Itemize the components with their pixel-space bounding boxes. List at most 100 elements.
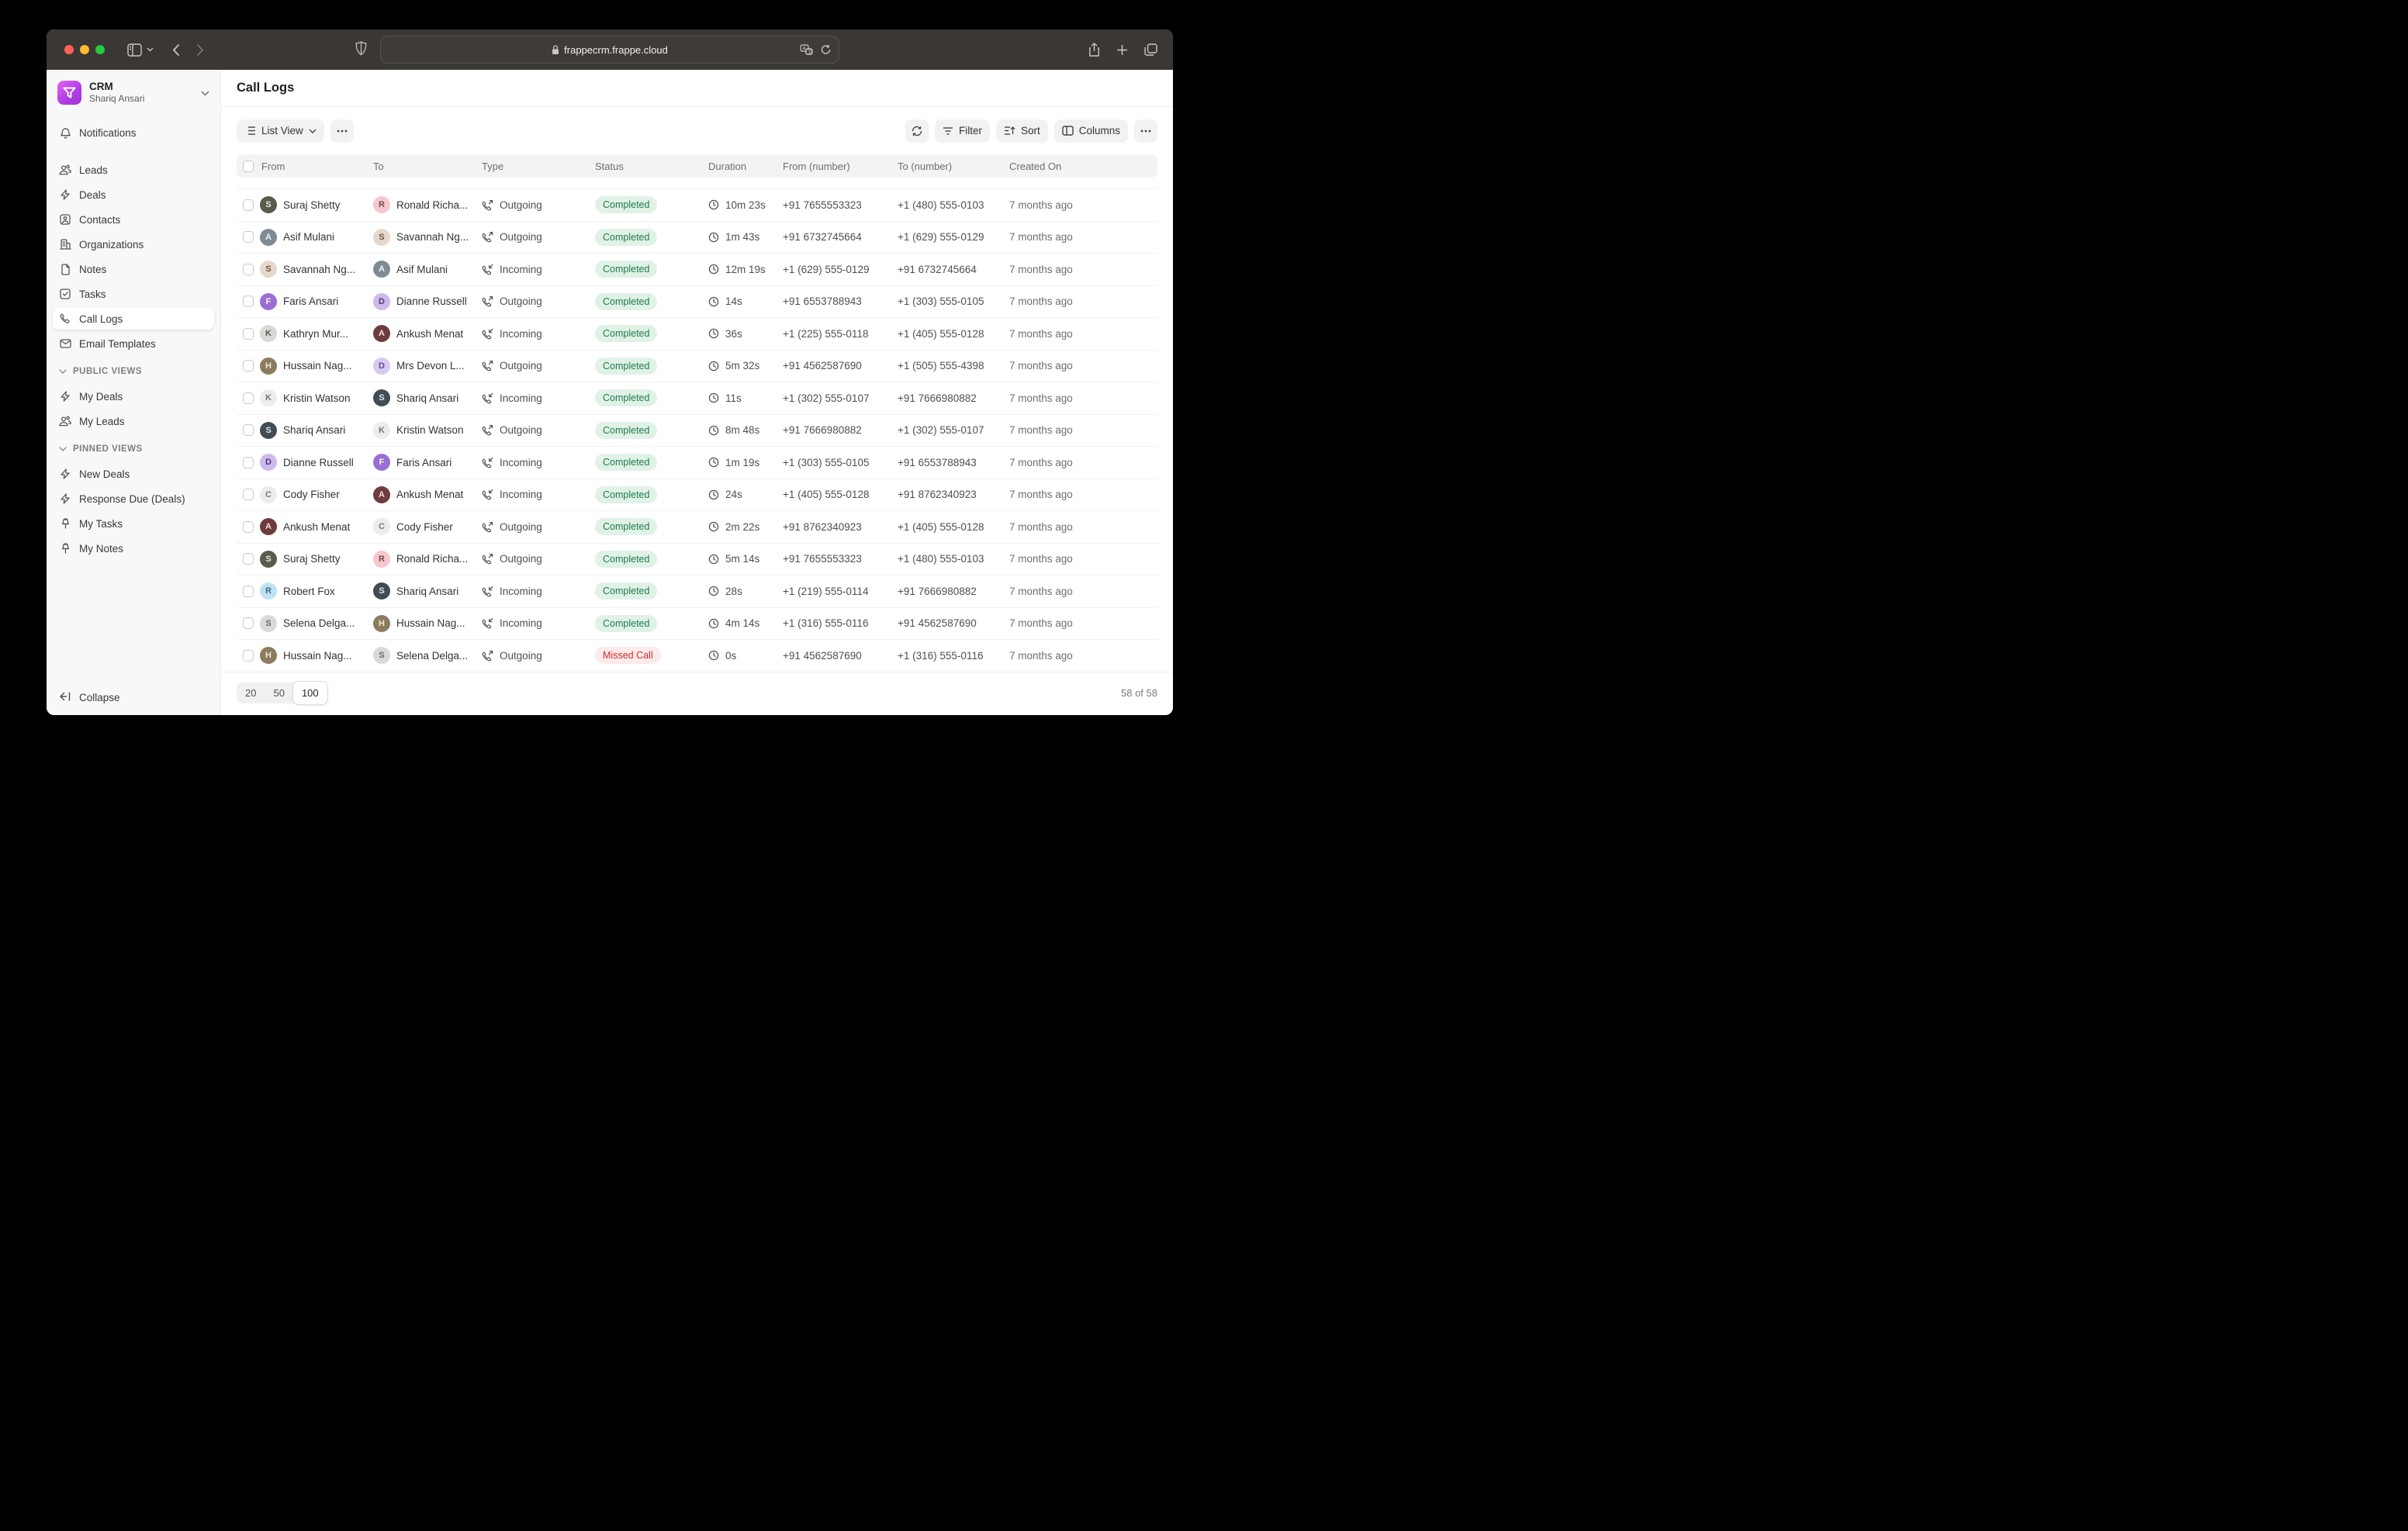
table-row[interactable]: S Shariq Ansari K Kristin Watson Outgoin…: [237, 415, 1157, 447]
reload-icon[interactable]: [821, 44, 831, 55]
tab-overview-icon[interactable]: [1144, 43, 1157, 56]
sidebar-item-response-due-deals-[interactable]: Response Due (Deals): [53, 488, 214, 510]
sort-button[interactable]: Sort: [995, 119, 1048, 143]
row-checkbox[interactable]: [243, 392, 254, 404]
table-row[interactable]: K Kristin Watson S Shariq Ansari Incomin…: [237, 382, 1157, 415]
to-number: +1 (629) 555-0129: [898, 231, 984, 244]
workspace-user-name: Shariq Ansari: [89, 93, 145, 104]
sidebar-item-email-templates[interactable]: Email Templates: [53, 333, 214, 354]
sidebar-toggle-icon[interactable]: [127, 43, 142, 57]
row-checkbox[interactable]: [243, 360, 254, 372]
table-row[interactable]: H Hussain Nag... S Selena Delga... Outgo…: [237, 640, 1157, 672]
record-count: 58 of 58: [1121, 687, 1157, 699]
sidebar-item-my-leads[interactable]: My Leads: [53, 410, 214, 432]
to-cell: R Ronald Richa...: [373, 550, 482, 568]
avatar: S: [373, 647, 390, 665]
row-checkbox[interactable]: [243, 585, 254, 597]
share-icon[interactable]: [1088, 43, 1100, 57]
filter-label: Filter: [958, 125, 982, 137]
sidebar-item-notifications[interactable]: Notifications: [53, 122, 214, 143]
columns-icon: [1062, 126, 1074, 136]
to-name: Ronald Richa...: [396, 199, 469, 211]
column-header-duration: Duration: [708, 160, 747, 172]
table-row[interactable]: D Dianne Russell F Faris Ansari Incoming…: [237, 447, 1157, 479]
to-name: Ankush Menat: [396, 489, 464, 501]
page-size-100[interactable]: 100: [292, 681, 328, 705]
sidebar-item-new-deals[interactable]: New Deals: [53, 463, 214, 485]
sidebar-collapse-button[interactable]: Collapse: [59, 691, 120, 704]
sidebar-item-my-tasks[interactable]: My Tasks: [53, 513, 214, 534]
select-all-checkbox[interactable]: [243, 160, 254, 172]
workspace-switcher[interactable]: CRM Shariq Ansari: [53, 78, 214, 105]
from-cell: K Kathryn Mur...: [260, 325, 373, 343]
view-more-button[interactable]: [330, 119, 354, 143]
zap-icon: [59, 391, 71, 402]
toolbar-more-button[interactable]: [1134, 119, 1157, 143]
row-checkbox[interactable]: [243, 617, 254, 630]
refresh-button[interactable]: [905, 119, 929, 143]
table-row[interactable]: R Robert Fox S Shariq Ansari Incoming Co…: [237, 575, 1157, 608]
table-row[interactable]: H Hussain Nag... D Mrs Devon L... Outgoi…: [237, 351, 1157, 382]
avatar: A: [373, 486, 390, 503]
from-number: +91 4562587690: [783, 649, 862, 662]
sidebar-chevron-down-icon[interactable]: [147, 47, 154, 52]
row-checkbox[interactable]: [243, 263, 254, 275]
minimize-window-button[interactable]: [80, 45, 89, 54]
from-name: Suraj Shetty: [283, 553, 341, 565]
row-checkbox[interactable]: [243, 199, 254, 211]
section-header-public-views[interactable]: PUBLIC VIEWS: [53, 362, 214, 381]
row-checkbox[interactable]: [243, 456, 254, 468]
columns-button[interactable]: Columns: [1054, 119, 1128, 143]
row-checkbox[interactable]: [243, 520, 254, 533]
table-row[interactable]: A Ankush Menat C Cody Fisher Outgoing Co…: [237, 511, 1157, 544]
sidebar-item-my-deals[interactable]: My Deals: [53, 385, 214, 407]
table-row[interactable]: S Selena Delga... H Hussain Nag... Incom…: [237, 608, 1157, 640]
duration-cell: 11s: [708, 392, 783, 404]
row-checkbox[interactable]: [243, 231, 254, 244]
table-row[interactable]: S Suraj Shetty R Ronald Richa... Outgoin…: [237, 544, 1157, 575]
table-row[interactable]: A Asif Mulani S Savannah Ng... Outgoing …: [237, 222, 1157, 254]
to-name: Savannah Ng...: [396, 231, 469, 244]
table-row[interactable]: S Savannah Ng... A Asif Mulani Incoming …: [237, 254, 1157, 286]
table-row[interactable]: S Suraj Shetty R Ronald Richa... Outgoin…: [237, 189, 1157, 222]
sidebar-item-notes[interactable]: Notes: [53, 258, 214, 280]
forward-button[interactable]: [196, 43, 204, 57]
table-row[interactable]: C Cody Fisher A Ankush Menat Incoming Co…: [237, 479, 1157, 511]
sidebar-item-label: Call Logs: [79, 313, 123, 325]
to-name: Dianne Russell: [396, 295, 467, 308]
sidebar-item-call-logs[interactable]: Call Logs: [53, 308, 214, 330]
zoom-window-button[interactable]: [95, 45, 105, 54]
clock-icon: [708, 457, 719, 468]
chevron-down-icon: [59, 367, 67, 376]
filter-button[interactable]: Filter: [934, 119, 990, 143]
page-size-20[interactable]: 20: [237, 683, 265, 703]
sidebar-item-contacts[interactable]: Contacts: [53, 209, 214, 230]
created-on: 7 months ago: [1009, 553, 1073, 565]
sidebar-item-leads[interactable]: Leads: [53, 159, 214, 181]
privacy-shield-icon[interactable]: [355, 41, 367, 56]
back-button[interactable]: [172, 43, 180, 57]
sidebar-item-deals[interactable]: Deals: [53, 184, 214, 206]
from-cell: S Suraj Shetty: [260, 196, 373, 214]
clock-icon: [708, 489, 719, 500]
table-row[interactable]: K Kathryn Mur... A Ankush Menat Incoming…: [237, 318, 1157, 351]
from-cell: C Cody Fisher: [260, 486, 373, 503]
row-checkbox[interactable]: [243, 295, 254, 308]
sidebar-item-tasks[interactable]: Tasks: [53, 283, 214, 305]
new-tab-icon[interactable]: [1116, 44, 1128, 56]
row-checkbox[interactable]: [243, 489, 254, 501]
page-size-50[interactable]: 50: [265, 683, 292, 703]
section-header-pinned-views[interactable]: PINNED VIEWS: [53, 440, 214, 458]
view-selector-button[interactable]: List View: [237, 119, 324, 143]
row-checkbox[interactable]: [243, 424, 254, 437]
table-row[interactable]: F Faris Ansari D Dianne Russell Outgoing…: [237, 286, 1157, 318]
to-number: +1 (302) 555-0107: [898, 424, 984, 437]
row-checkbox[interactable]: [243, 553, 254, 565]
close-window-button[interactable]: [64, 45, 74, 54]
row-checkbox[interactable]: [243, 649, 254, 662]
row-checkbox[interactable]: [243, 327, 254, 340]
sidebar-item-my-notes[interactable]: My Notes: [53, 537, 214, 559]
sidebar-item-organizations[interactable]: Organizations: [53, 233, 214, 255]
